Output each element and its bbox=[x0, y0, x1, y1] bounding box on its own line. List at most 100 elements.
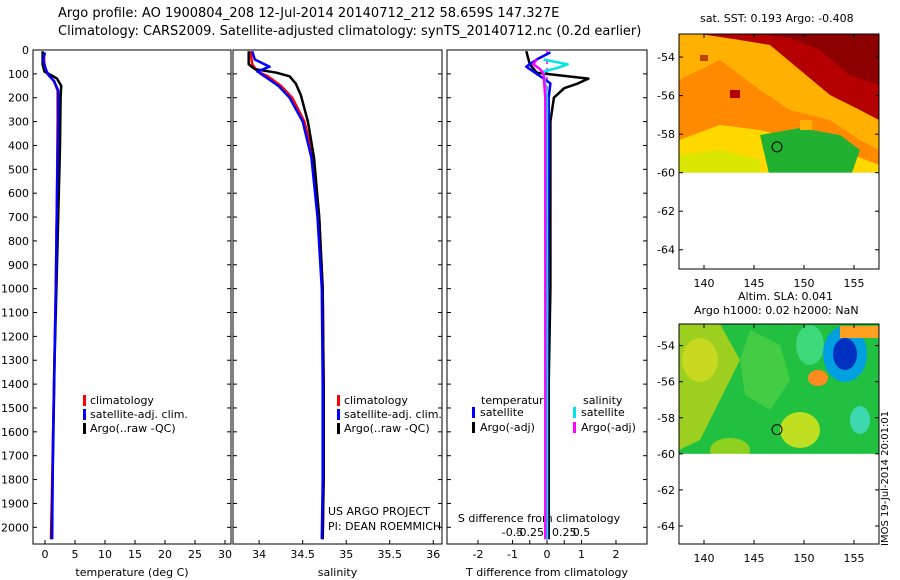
y-tick-label: 900 bbox=[8, 259, 29, 272]
x-tick-label: -1 bbox=[507, 548, 518, 561]
project-line2: PI: DEAN ROEMMICH bbox=[328, 520, 441, 533]
y-tick-label: 1000 bbox=[1, 283, 29, 296]
y-tick-label: 1700 bbox=[1, 450, 29, 463]
legend-swatch bbox=[472, 407, 475, 418]
y-tick-label: 1800 bbox=[1, 474, 29, 487]
series-line-satellite-s bbox=[542, 58, 569, 540]
project-line1: US ARGO PROJECT bbox=[328, 505, 430, 518]
legend-label: Argo(..raw -QC) bbox=[90, 422, 176, 435]
series-line-argo-raw-qc- bbox=[247, 51, 325, 540]
legend-swatch bbox=[337, 423, 340, 434]
map-y-tick-label: -62 bbox=[657, 484, 675, 497]
sla-map-image bbox=[679, 324, 879, 468]
legend-label: climatology bbox=[344, 394, 408, 407]
y-tick-label: 1200 bbox=[1, 330, 29, 343]
legend-label: satellite-adj. clim. bbox=[344, 408, 442, 421]
sst-map-axes: -54 -56 -58 -60 -62 -64 140 145 150 155 bbox=[657, 33, 880, 290]
legend-label: Argo(..raw -QC) bbox=[344, 422, 430, 435]
x-tick-label: 34.5 bbox=[290, 548, 315, 561]
title-line1: Argo profile: AO 1900804_208 12-Jul-2014… bbox=[58, 6, 560, 21]
legend-label: climatology bbox=[90, 394, 154, 407]
legend-label: Argo(-adj) bbox=[480, 421, 535, 434]
y-tick-label: 200 bbox=[8, 92, 29, 105]
y-tick-label: 1500 bbox=[1, 402, 29, 415]
map-frame bbox=[678, 33, 880, 270]
legend-swatch bbox=[337, 409, 340, 420]
map-y-tick-label: -54 bbox=[657, 340, 675, 353]
y-tick-label: 300 bbox=[8, 116, 29, 129]
salinity-panel: 34 34.5 35 35.5 36 salinity bbox=[232, 49, 443, 579]
map-x-tick-label: 145 bbox=[744, 552, 765, 565]
legend-swatch bbox=[573, 422, 576, 433]
map-x-tick-label: 145 bbox=[744, 277, 765, 290]
y-tick-label: 1900 bbox=[1, 497, 29, 510]
s-axis-label: S difference from climatology bbox=[458, 512, 621, 525]
map-y-tick-label: -56 bbox=[657, 90, 675, 103]
sst-map-image bbox=[679, 34, 879, 178]
legend-swatch bbox=[83, 395, 86, 406]
map-y-tick-label: -64 bbox=[657, 244, 675, 257]
legend-swatch bbox=[472, 422, 475, 433]
series-line-argo-adj-s bbox=[531, 58, 547, 540]
sla-title-2: Argo h1000: 0.02 h2000: NaN bbox=[694, 304, 859, 317]
y-tick-label: 1600 bbox=[1, 426, 29, 439]
y-tick-label: 700 bbox=[8, 211, 29, 224]
legend-title-salinity: salinity bbox=[583, 394, 623, 407]
map-x-tick-label: 150 bbox=[794, 552, 815, 565]
axes-frame bbox=[232, 49, 443, 545]
x-tick-label: 15 bbox=[128, 548, 142, 561]
title-line2: Climatology: CARS2009. Satellite-adjuste… bbox=[58, 24, 642, 39]
sla-map-axes: -54 -56 -58 -60 -62 -64 140 145 150 155 bbox=[657, 323, 880, 565]
no-data-area bbox=[679, 453, 879, 544]
map-x-tick-label: 140 bbox=[694, 277, 715, 290]
series-line-climatology bbox=[249, 51, 325, 540]
legend-label: satellite bbox=[480, 406, 524, 419]
temperature-panel: 0100200300400500600700800900100011001200… bbox=[1, 44, 232, 579]
map-x-tick-label: 155 bbox=[844, 552, 865, 565]
map-y-tick-label: -60 bbox=[657, 167, 675, 180]
series-line-argo-adj-t bbox=[525, 50, 590, 540]
legend-swatch bbox=[83, 409, 86, 420]
x-tick-label: 5 bbox=[72, 548, 79, 561]
x-tick-label: 34 bbox=[252, 548, 266, 561]
x-tick-label: 35 bbox=[339, 548, 353, 561]
x-tick-label: 0 bbox=[544, 548, 551, 561]
series-line-satellite-adj-clim- bbox=[251, 50, 324, 540]
y-tick-label: 1300 bbox=[1, 354, 29, 367]
x-tick-label: 35.5 bbox=[378, 548, 403, 561]
s-tick-label: -0.25 bbox=[516, 526, 544, 539]
axes-frame bbox=[32, 49, 232, 545]
map-y-tick-label: -54 bbox=[657, 51, 675, 64]
x-axis-label: T difference from climatology bbox=[465, 566, 628, 579]
map-y-tick-label: -58 bbox=[657, 128, 675, 141]
legend-title-temperature: temperature bbox=[481, 394, 550, 407]
y-tick-label: 600 bbox=[8, 187, 29, 200]
x-tick-label: 0 bbox=[42, 548, 49, 561]
y-tick-label: 100 bbox=[8, 68, 29, 81]
map-y-tick-label: -56 bbox=[657, 376, 675, 389]
map-y-tick-label: -64 bbox=[657, 520, 675, 533]
difference-legend: temperature salinitysatelliteArgo(-adj)sa… bbox=[472, 394, 636, 434]
x-tick-label: -2 bbox=[473, 548, 484, 561]
s-tick-label: 0.25 bbox=[552, 526, 577, 539]
profile-location-marker bbox=[771, 141, 783, 153]
map-x-tick-label: 140 bbox=[694, 552, 715, 565]
sst-title: sat. SST: 0.193 Argo: -0.408 bbox=[700, 12, 854, 25]
legend-swatch bbox=[337, 395, 340, 406]
y-tick-label: 500 bbox=[8, 163, 29, 176]
x-tick-label: 20 bbox=[158, 548, 172, 561]
x-tick-label: 2 bbox=[612, 548, 619, 561]
map-y-tick-label: -60 bbox=[657, 448, 675, 461]
no-data-area bbox=[679, 172, 879, 269]
x-tick-label: 30 bbox=[218, 548, 232, 561]
legend-label: satellite bbox=[581, 406, 625, 419]
legend-label: satellite-adj. clim. bbox=[90, 408, 188, 421]
series-line-satellite-adj-clim- bbox=[41, 52, 60, 540]
x-tick-label: 36 bbox=[426, 548, 440, 561]
x-tick-label: 10 bbox=[98, 548, 112, 561]
legend-label: Argo(-adj) bbox=[581, 421, 636, 434]
map-x-tick-label: 150 bbox=[794, 277, 815, 290]
map-y-tick-label: -58 bbox=[657, 412, 675, 425]
sla-title-1: Altim. SLA: 0.041 bbox=[738, 290, 834, 303]
